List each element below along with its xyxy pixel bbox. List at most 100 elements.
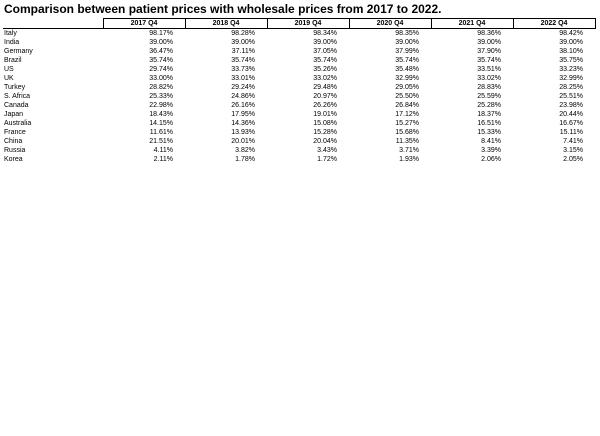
table-cell: 33.01% [231,75,255,82]
table-cell: 35.74% [313,57,337,64]
table-cell: 15.11% [559,129,583,136]
row-label: India [4,39,20,46]
table-cell: 35.74% [395,57,419,64]
column-header: 2020 Q4 [348,18,432,29]
table-row: France 11.61% 13.93% 15.28% 15.68% 15.33% 15.1… [3,128,595,137]
table-row: Australia 14.15% 14.36% 15.08% 15.27% 16.51% 1… [3,119,595,128]
table-cell: 35.48% [395,66,419,73]
table-cell: 29.48% [313,84,337,91]
row-label: Germany [4,48,33,55]
table-cell: 17.95% [231,111,255,118]
table-cell: 20.04% [313,138,337,145]
table-cell: 29.24% [231,84,255,91]
table-cell: 39.00% [477,39,501,46]
table-cell: 37.90% [477,48,501,55]
table-cell: 19.01% [313,111,337,118]
table-cell: 28.25% [559,84,583,91]
table-cell: 4.11% [153,147,173,154]
table-cell: 23.98% [559,102,583,109]
table-cell: 35.74% [231,57,255,64]
table-cell: 22.98% [149,102,173,109]
table-cell: 14.36% [231,120,255,127]
table-cell: 14.15% [149,120,173,127]
row-label: Italy [4,30,17,37]
table-cell: 35.74% [149,57,173,64]
table-row: Korea 2.11% 1.78% 1.72% 1.93% 2.06% 2.05% [3,155,595,164]
table-cell: 37.99% [395,48,419,55]
table-cell: 35.74% [477,57,501,64]
table-cell: 13.93% [231,129,255,136]
row-label: S. Africa [4,93,31,100]
table-cell: 25.51% [559,93,583,100]
table-row: Brazil 35.74% 35.74% 35.74% 35.74% 35.74% 35.7… [3,56,595,65]
table-cell: 16.67% [559,120,583,127]
table-cell: 18.37% [477,111,501,118]
table-cell: 39.00% [149,39,173,46]
table-cell: 37.05% [313,48,337,55]
table-row: India 39.00% 39.00% 39.00% 39.00% 39.00% 39.00… [3,38,595,47]
table-row: Japan 18.43% 17.95% 19.01% 17.12% 18.37% 20.44… [3,110,595,119]
header-row: 2017 Q4 2018 Q4 2019 Q4 2020 Q4 2021 Q4 … [3,18,596,29]
table-cell: 1.72% [317,156,337,163]
table-cell: 2.11% [153,156,173,163]
table-cell: 3.82% [235,147,255,154]
table-cell: 3.15% [563,147,583,154]
row-label: US [4,66,14,73]
table-cell: 15.68% [395,129,419,136]
table-cell: 98.28% [231,30,255,37]
table-row: Germany 36.47% 37.11% 37.05% 37.99% 37.90% 38.… [3,47,595,56]
table-cell: 33.73% [231,66,255,73]
table-cell: 3.43% [317,147,337,154]
table-row: US 29.74% 33.73% 35.26% 35.48% 33.51% 33.23% [3,65,595,74]
table-row: Canada 22.98% 26.16% 26.26% 26.84% 25.28% 23.9… [3,101,595,110]
table-cell: 32.99% [395,75,419,82]
table-body: Italy 98.17% 98.28% 98.34% 98.35% 98.36% 98.42… [3,29,595,165]
table-cell: 7.41% [563,138,583,145]
table-cell: 2.06% [481,156,501,163]
table-cell: 98.34% [313,30,337,37]
row-label: China [4,138,23,145]
table-cell: 98.36% [477,30,501,37]
table-cell: 20.44% [559,111,583,118]
table-cell: 29.05% [395,84,419,91]
table-cell: 20.97% [313,93,337,100]
column-header: 2019 Q4 [266,18,350,29]
table-row: UK 33.00% 33.01% 33.02% 32.99% 33.02% 32.99% [3,74,595,83]
row-label: Korea [4,156,23,163]
table-cell: 3.71% [399,147,419,154]
table-cell: 39.00% [559,39,583,46]
column-header: 2021 Q4 [430,18,514,29]
row-label: UK [4,75,14,82]
table-cell: 28.82% [149,84,173,91]
table-cell: 35.75% [559,57,583,64]
table-cell: 18.43% [149,111,173,118]
table-cell: 17.12% [395,111,419,118]
row-label: Turkey [4,84,26,91]
row-label: Australia [4,120,32,127]
table-cell: 26.16% [231,102,255,109]
table-cell: 15.27% [395,120,419,127]
table-cell: 11.35% [395,138,419,145]
table-cell: 32.99% [559,75,583,82]
table-cell: 20.01% [231,138,255,145]
table-cell: 98.42% [559,30,583,37]
data-table: 2017 Q4 2018 Q4 2019 Q4 2020 Q4 2021 Q4 … [3,18,596,164]
table-row: Turkey 28.82% 29.24% 29.48% 29.05% 28.83% 28.2… [3,83,595,92]
table-cell: 39.00% [231,39,255,46]
table-cell: 98.17% [149,30,173,37]
table-cell: 24.86% [231,93,255,100]
table-cell: 36.47% [149,48,173,55]
table-row: S. Africa 25.33% 24.86% 20.97% 25.50% 25.59% 2… [3,92,595,101]
table-cell: 33.02% [477,75,501,82]
table-cell: 25.33% [149,93,173,100]
table-cell: 15.33% [477,129,501,136]
table-cell: 21.51% [149,138,173,145]
table-cell: 3.39% [481,147,501,154]
column-header: 2017 Q4 [102,18,186,29]
table-cell: 33.23% [559,66,583,73]
header-corner [3,18,104,29]
table-cell: 25.59% [477,93,501,100]
table-cell: 26.84% [395,102,419,109]
row-label: Brazil [4,57,22,64]
table-cell: 25.50% [395,93,419,100]
